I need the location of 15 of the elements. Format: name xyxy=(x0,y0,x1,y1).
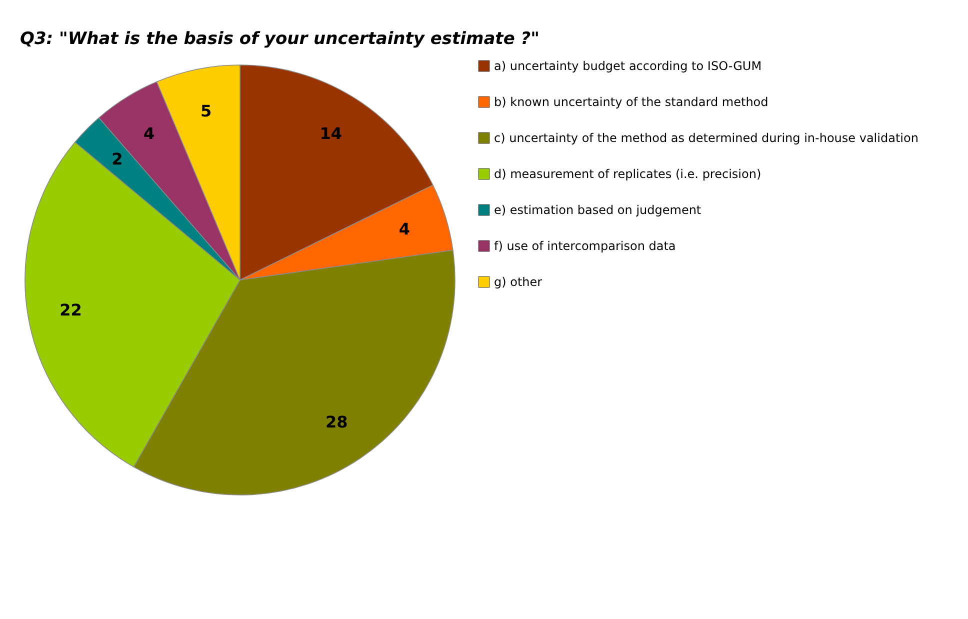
chart-title: Q3: "What is the basis of your uncertainty estimate ?" xyxy=(20,29,540,49)
legend-label: e) estimation based on judgement xyxy=(494,203,702,217)
data-label: 28 xyxy=(325,412,348,432)
data-label: 14 xyxy=(320,124,342,143)
data-label: 5 xyxy=(200,101,212,120)
legend-label: c) uncertainty of the method as determined during in-house validation xyxy=(494,131,918,145)
data-label: 4 xyxy=(398,219,410,238)
data-label: 2 xyxy=(112,150,123,169)
legend-label: b) known uncertainty of the standard method xyxy=(494,95,768,109)
legend-label: g) other xyxy=(494,275,542,289)
legend-label: a) uncertainty budget according to ISO-GUM xyxy=(494,59,762,73)
legend-label: d) measurement of replicates (i.e. precision) xyxy=(494,167,762,181)
legend-label: f) use of intercomparison data xyxy=(494,239,676,253)
data-label: 22 xyxy=(60,300,82,320)
data-label: 4 xyxy=(144,124,155,143)
